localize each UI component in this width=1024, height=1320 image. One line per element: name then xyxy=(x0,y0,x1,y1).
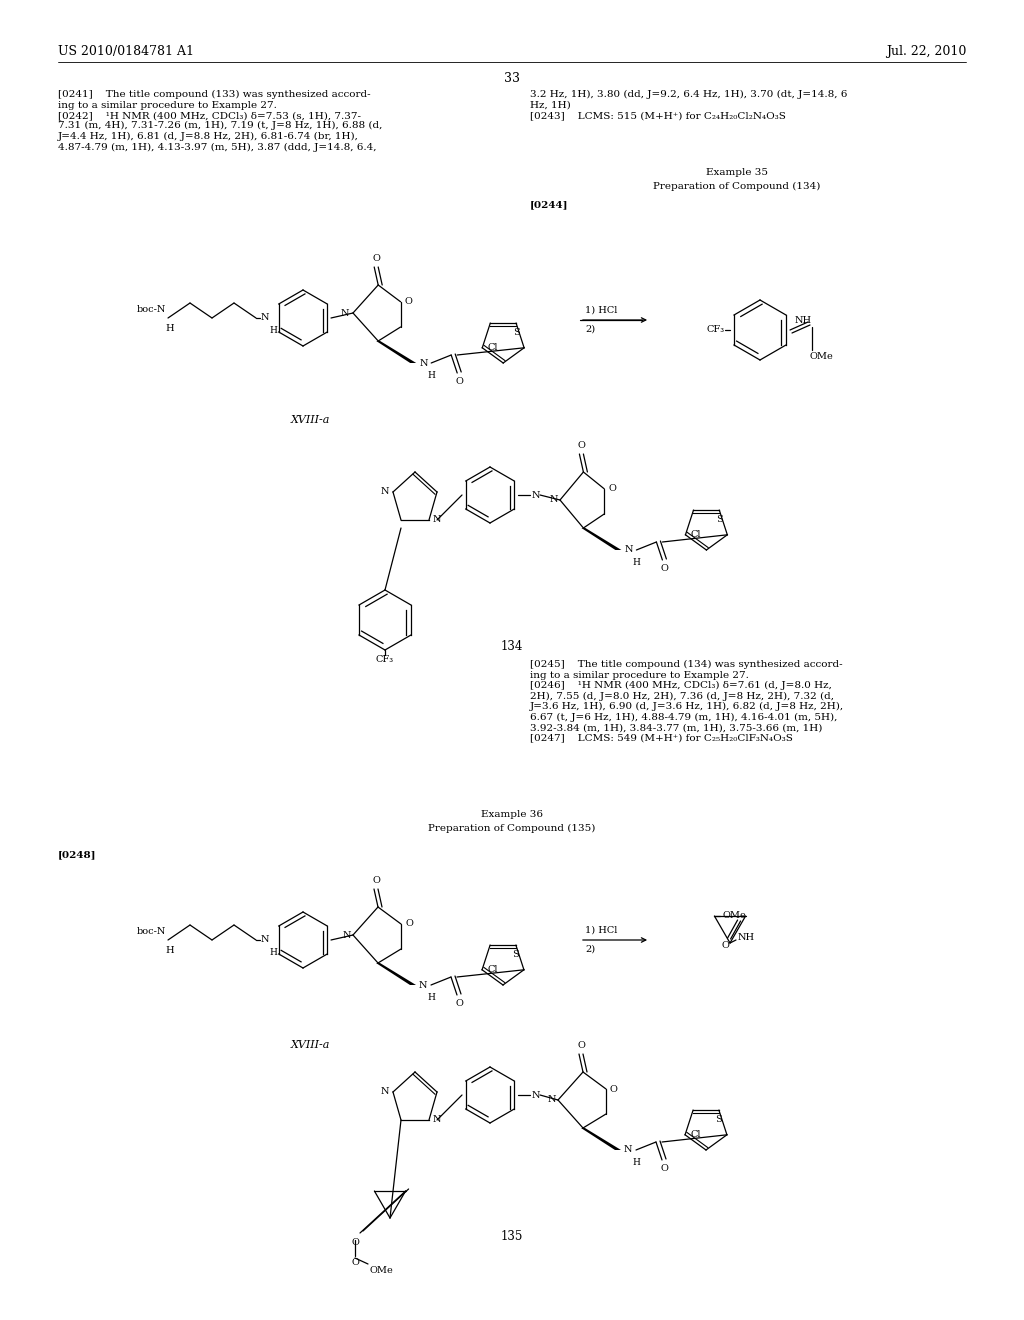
Text: Jul. 22, 2010: Jul. 22, 2010 xyxy=(886,45,966,58)
Text: S: S xyxy=(716,1115,722,1125)
Text: 135: 135 xyxy=(501,1230,523,1243)
Text: N: N xyxy=(548,1096,556,1105)
Text: [0241]    The title compound (133) was synthesized accord-
ing to a similar proc: [0241] The title compound (133) was synt… xyxy=(58,90,382,152)
Text: boc-N: boc-N xyxy=(136,928,166,936)
Polygon shape xyxy=(582,528,622,550)
Text: N: N xyxy=(532,1090,541,1100)
Text: O: O xyxy=(455,999,463,1008)
Text: O: O xyxy=(406,920,413,928)
Text: H: H xyxy=(166,946,174,954)
Text: NH: NH xyxy=(795,315,812,325)
Text: H: H xyxy=(269,326,276,335)
Text: 3.2 Hz, 1H), 3.80 (dd, J=9.2, 6.4 Hz, 1H), 3.70 (dt, J=14.8, 6
Hz, 1H)
[0243]   : 3.2 Hz, 1H), 3.80 (dd, J=9.2, 6.4 Hz, 1H… xyxy=(530,90,848,120)
Text: O: O xyxy=(608,484,616,494)
Text: N: N xyxy=(419,981,427,990)
Text: Cl: Cl xyxy=(690,1130,700,1139)
Text: 134: 134 xyxy=(501,640,523,653)
Text: OMe: OMe xyxy=(810,352,834,360)
Text: O: O xyxy=(351,1258,359,1267)
Text: H: H xyxy=(427,993,435,1002)
Text: OMe: OMe xyxy=(370,1266,394,1275)
Text: O: O xyxy=(610,1085,617,1093)
Text: [0248]: [0248] xyxy=(58,850,96,859)
Text: N: N xyxy=(419,359,428,367)
Text: XVIII-a: XVIII-a xyxy=(291,1040,330,1049)
Polygon shape xyxy=(581,1129,621,1150)
Text: O: O xyxy=(456,378,463,385)
Text: 2): 2) xyxy=(585,325,595,334)
Text: Example 35: Example 35 xyxy=(706,168,768,177)
Text: N: N xyxy=(624,1146,633,1155)
Text: Example 36: Example 36 xyxy=(481,810,543,818)
Text: O: O xyxy=(404,297,413,306)
Text: OMe: OMe xyxy=(722,912,746,920)
Text: Cl: Cl xyxy=(487,965,498,974)
Text: N: N xyxy=(261,936,269,945)
Text: H: H xyxy=(632,1158,640,1167)
Text: US 2010/0184781 A1: US 2010/0184781 A1 xyxy=(58,45,194,58)
Text: S: S xyxy=(513,329,519,337)
Text: S: S xyxy=(513,950,519,960)
Text: 2): 2) xyxy=(585,945,595,954)
Text: CF₃: CF₃ xyxy=(376,655,394,664)
Text: H: H xyxy=(166,323,174,333)
Text: 1) HCl: 1) HCl xyxy=(585,306,617,315)
Text: O: O xyxy=(722,941,729,950)
Text: H: H xyxy=(269,948,276,957)
Text: N: N xyxy=(341,309,349,318)
Text: NH: NH xyxy=(738,933,755,942)
Text: N: N xyxy=(550,495,558,504)
Polygon shape xyxy=(376,964,416,985)
Text: H: H xyxy=(427,371,435,380)
Text: Cl: Cl xyxy=(487,343,498,352)
Text: N: N xyxy=(532,491,541,499)
Text: O: O xyxy=(372,876,380,884)
Text: N: N xyxy=(381,1088,389,1097)
Text: N: N xyxy=(625,545,633,554)
Text: XVIII-a: XVIII-a xyxy=(291,414,330,425)
Text: O: O xyxy=(373,253,380,263)
Text: Preparation of Compound (134): Preparation of Compound (134) xyxy=(653,182,820,191)
Text: O: O xyxy=(660,1164,668,1173)
Text: boc-N: boc-N xyxy=(136,305,166,314)
Text: O: O xyxy=(578,1041,585,1049)
Text: O: O xyxy=(578,441,586,450)
Text: O: O xyxy=(351,1238,359,1247)
Text: H: H xyxy=(633,558,640,568)
Text: 33: 33 xyxy=(504,73,520,84)
Text: N: N xyxy=(381,487,389,496)
Text: CF₃: CF₃ xyxy=(707,326,725,334)
Text: Preparation of Compound (135): Preparation of Compound (135) xyxy=(428,824,596,833)
Text: O: O xyxy=(660,564,669,573)
Text: N: N xyxy=(342,931,351,940)
Text: N: N xyxy=(433,516,441,524)
Polygon shape xyxy=(376,341,416,363)
Text: [0244]: [0244] xyxy=(530,201,568,209)
Text: N: N xyxy=(261,314,269,322)
Text: S: S xyxy=(716,515,723,524)
Text: [0245]    The title compound (134) was synthesized accord-
ing to a similar proc: [0245] The title compound (134) was synt… xyxy=(530,660,844,743)
Text: Cl: Cl xyxy=(690,531,701,540)
Text: 1) HCl: 1) HCl xyxy=(585,927,617,935)
Text: N: N xyxy=(433,1115,441,1125)
